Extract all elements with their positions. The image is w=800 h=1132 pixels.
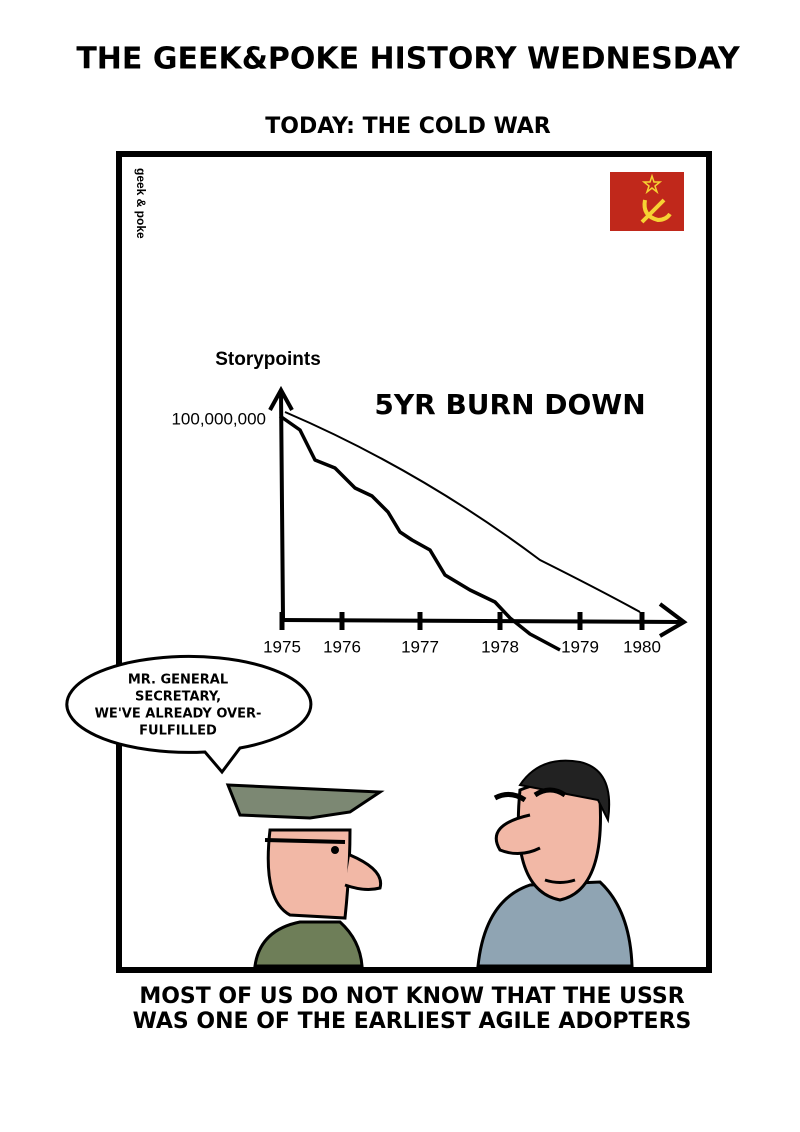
y-axis-label: Storypoints	[215, 349, 321, 370]
bubble-line: SECRETARY,	[135, 690, 221, 705]
flag	[610, 172, 684, 231]
y-axis	[268, 385, 294, 619]
bubble-line: WE'VE ALREADY OVER-	[95, 707, 262, 722]
x-tick-label: 1980	[623, 637, 661, 656]
x-tick-label: 1977	[401, 637, 439, 656]
x-tick-label: 1975	[263, 637, 301, 656]
caption-line: MOST OF US DO NOT KNOW THAT THE USSR	[139, 984, 684, 1009]
bubble-line: FULFILLED	[139, 724, 217, 739]
bubble-line: MR. GENERAL	[128, 673, 228, 688]
x-tick-label: 1979	[561, 637, 599, 656]
actual-line	[278, 414, 561, 652]
subtitle: TODAY: THE COLD WAR	[265, 114, 551, 139]
x-axis	[279, 602, 688, 638]
general	[225, 783, 385, 968]
speech-bubble: MR. GENERAL SECRETARY, WE'VE ALREADY OVER-…	[65, 654, 313, 775]
secretary	[476, 759, 634, 968]
x-tick-label: 1978	[481, 637, 519, 656]
chart-title: 5YR BURN DOWN	[374, 388, 645, 421]
y-tick-label: 100,000,000	[171, 409, 266, 428]
ideal-line	[284, 411, 641, 613]
caption-line: WAS ONE OF THE EARLIEST AGILE ADOPTERS	[133, 1009, 692, 1034]
x-tick-label: 1976	[323, 637, 361, 656]
title: THE GEEK&POKE HISTORY WEDNESDAY	[76, 42, 741, 77]
watermark: geek & poke	[134, 168, 148, 239]
panel-frame	[116, 151, 712, 973]
chart: Storypoints 5YR BURN DOWN 100,000,000 19…	[171, 349, 688, 656]
